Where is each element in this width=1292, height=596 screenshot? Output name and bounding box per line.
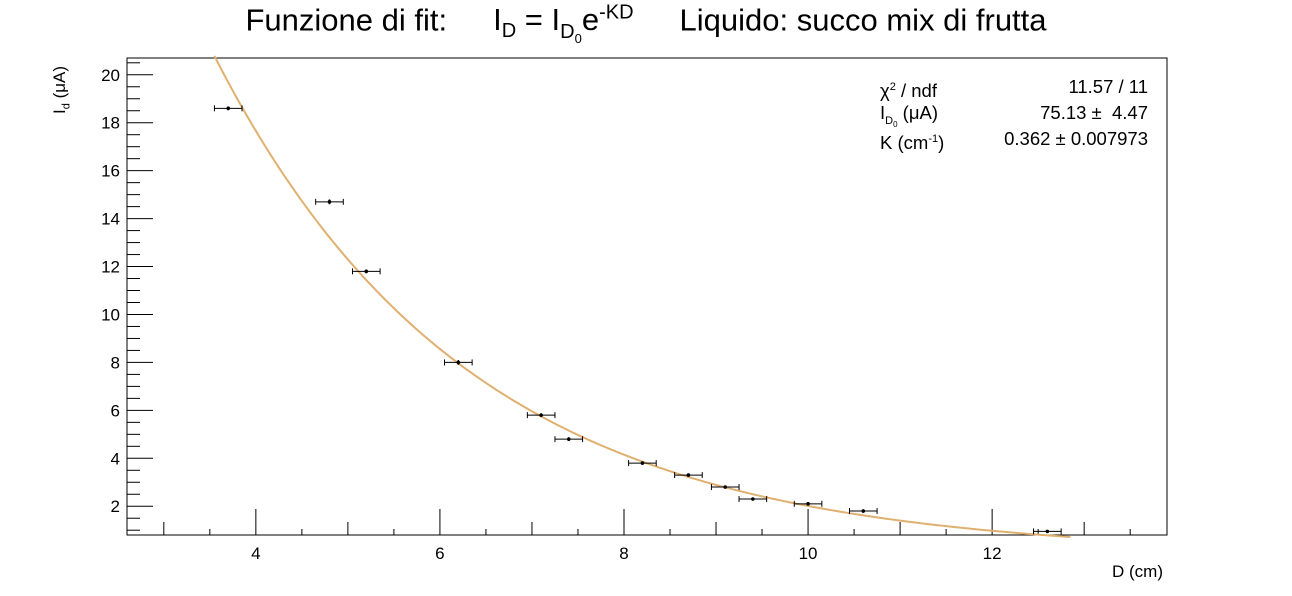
point-marker [751, 497, 755, 501]
y-tick-label: 4 [111, 449, 120, 468]
point-marker [327, 200, 332, 204]
x-axis: 4 6 8 10 12 [163, 509, 1131, 563]
y-axis-label: Id (μA) [50, 65, 73, 114]
data-point [444, 359, 473, 366]
point-marker [806, 502, 810, 506]
y-tick-label: 20 [101, 66, 120, 85]
x-tick-label: 6 [435, 544, 444, 563]
point-marker [566, 437, 571, 441]
x-tick-label: 12 [983, 544, 1002, 563]
y-axis: 2 4 6 8 10 12 14 16 18 20 [101, 62, 153, 531]
x-tick-label: 10 [799, 544, 818, 563]
point-marker [640, 461, 645, 465]
y-tick-label: 8 [111, 353, 120, 372]
data-point [351, 268, 381, 275]
title-prefix: Funzione di fit: [245, 2, 448, 38]
chart-title: Funzione di fit: ID = ID0e-KD Liquido: suc… [0, 2, 1292, 46]
data-point [213, 105, 243, 112]
point-marker [364, 269, 369, 274]
stats-row-chi2: χ2 / ndf 11.57 / 11 [880, 76, 1148, 102]
stats-row-amplitude: ID0 (μA) 75.13 ± 4.47 [880, 102, 1148, 129]
data-point [554, 436, 584, 443]
stats-row-k: K (cm-1) 0.362 ± 0.007973 [880, 128, 1148, 154]
data-point [848, 508, 878, 515]
chi2-value: 11.57 / 11 [1068, 76, 1148, 97]
data-point [738, 496, 768, 503]
point-marker [686, 473, 691, 477]
y-tick-label: 2 [111, 497, 120, 516]
k-value: 0.362 ± 0.007973 [1004, 128, 1148, 149]
data-point [628, 460, 657, 467]
point-marker [1045, 529, 1050, 534]
data-point [1033, 528, 1062, 535]
data-point [315, 198, 344, 205]
data-points [213, 105, 1062, 535]
plot-frame [126, 57, 1168, 536]
y-tick-label: 16 [101, 162, 120, 181]
y-tick-label: 10 [101, 305, 120, 324]
point-marker [861, 509, 866, 513]
data-point [674, 472, 703, 479]
amplitude-value: 75.13 ± 4.47 [1040, 102, 1148, 123]
chi2-label: χ2 / ndf [880, 80, 937, 102]
data-point [793, 500, 823, 507]
k-label: K (cm-1) [880, 132, 945, 154]
fit-stats-box: χ2 / ndf 11.57 / 11 ID0 (μA) 75.13 ± 4.4… [880, 76, 1148, 154]
title-formula: ID = ID0e-KD [493, 2, 634, 46]
point-marker [456, 360, 461, 365]
y-tick-label: 14 [101, 210, 120, 229]
x-tick-label: 4 [251, 544, 260, 563]
point-marker [226, 106, 231, 111]
point-marker [723, 485, 728, 489]
data-point [710, 484, 740, 491]
y-tick-label: 6 [111, 401, 120, 420]
amplitude-label: ID0 (μA) [880, 102, 939, 129]
title-suffix: Liquido: succo mix di frutta [679, 2, 1047, 38]
point-marker [539, 413, 543, 417]
data-point [526, 412, 556, 419]
y-tick-label: 12 [101, 258, 120, 277]
y-tick-label: 18 [101, 114, 120, 133]
x-axis-label: D (cm) [1112, 562, 1163, 581]
x-tick-label: 8 [619, 544, 628, 563]
